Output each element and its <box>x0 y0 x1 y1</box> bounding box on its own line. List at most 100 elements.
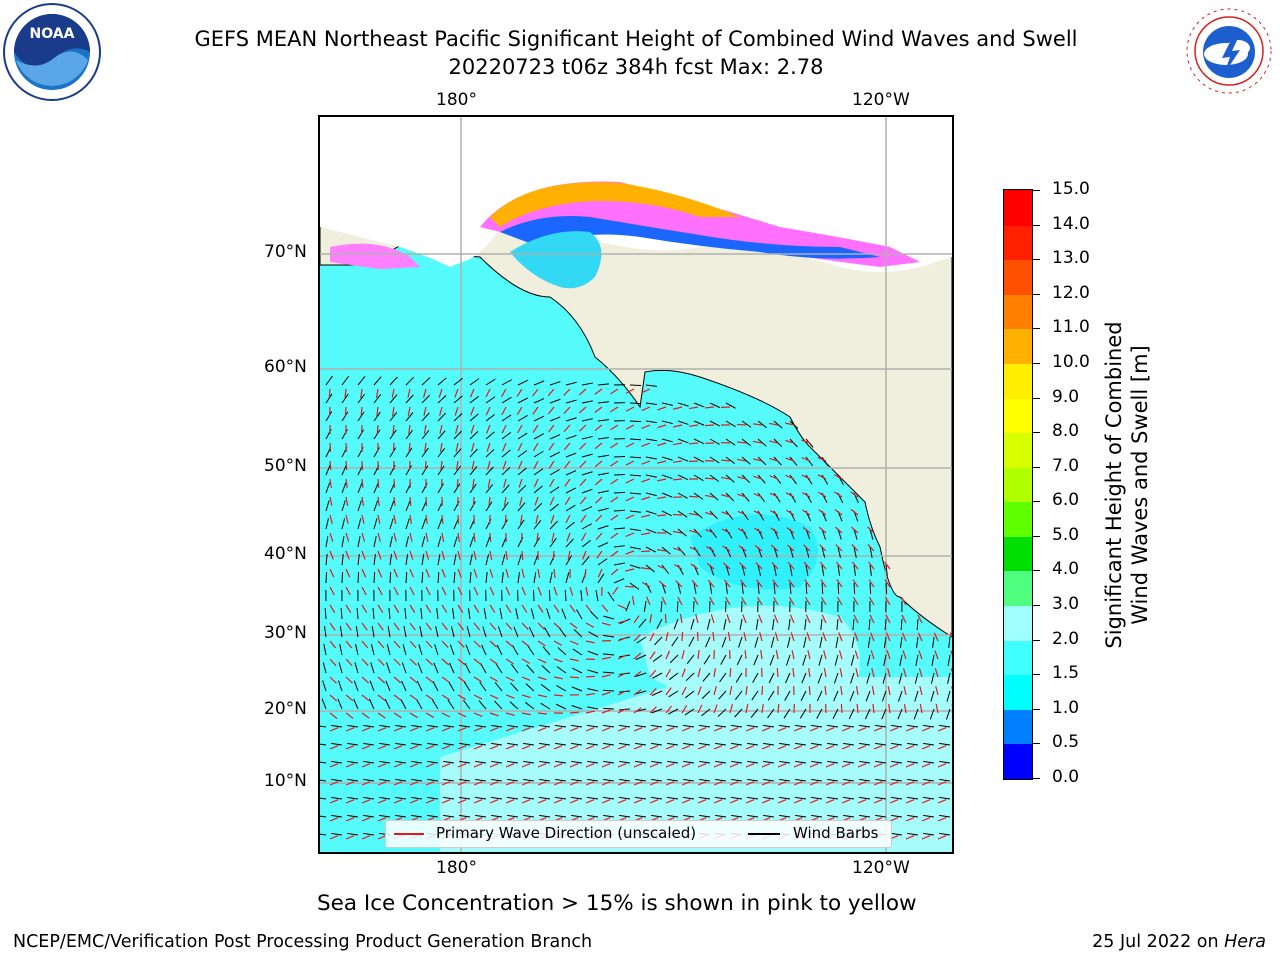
wind-barb <box>386 662 391 674</box>
wave-arrow <box>838 650 843 660</box>
wave-arrow <box>949 632 952 639</box>
wave-arrow <box>409 640 417 649</box>
wind-barb <box>533 537 540 548</box>
wind-barb <box>341 393 349 404</box>
wave-arrow <box>610 388 619 395</box>
wind-barb <box>757 438 767 447</box>
wave-arrow <box>377 727 387 732</box>
wave-arrow <box>585 727 595 732</box>
wave-arrow <box>569 604 576 613</box>
wave-arrow <box>377 676 386 684</box>
wave-arrow <box>649 688 657 696</box>
wind-barb <box>677 420 689 425</box>
wave-arrow <box>473 658 482 665</box>
wind-barb <box>645 438 657 442</box>
wind-barb <box>635 672 647 678</box>
wave-arrow <box>834 509 843 516</box>
wind-barb <box>939 778 951 782</box>
wind-barb <box>379 814 391 818</box>
top-lon-label-120w: 120°W <box>852 90 910 110</box>
wind-barb <box>339 626 343 638</box>
colorbar-tick-label: 11.0 <box>1052 317 1090 338</box>
wind-barb <box>668 672 679 681</box>
wind-barb <box>833 690 839 702</box>
wind-barb <box>763 742 775 746</box>
wind-barb <box>883 636 887 648</box>
wind-barb <box>437 571 440 584</box>
wind-barb <box>850 672 855 684</box>
wind-barb <box>721 636 727 648</box>
wave-arrow <box>345 712 354 719</box>
wind-barb <box>948 636 951 648</box>
wave-arrow <box>409 763 419 768</box>
wind-barb <box>843 796 855 800</box>
wind-barb <box>587 796 599 800</box>
wave-arrow <box>640 550 651 553</box>
wave-arrow <box>409 586 415 596</box>
wave-arrow <box>850 491 859 498</box>
colorbar-tick-label: 1.5 <box>1052 663 1080 684</box>
wind-barb <box>371 626 375 638</box>
wave-arrow <box>841 799 851 804</box>
wave-arrow <box>727 632 731 642</box>
wave-arrow <box>937 763 947 768</box>
wave-arrow <box>695 614 699 624</box>
wave-arrow <box>921 727 931 732</box>
wind-barb <box>427 778 439 782</box>
wind-barb <box>405 518 410 530</box>
wind-barb <box>923 796 935 800</box>
wind-barb <box>785 654 791 666</box>
wave-arrow <box>769 422 779 426</box>
wave-arrow <box>625 532 635 538</box>
wave-arrow <box>761 745 771 750</box>
wind-barb <box>767 708 775 719</box>
wind-barb <box>907 796 919 800</box>
wave-arrow <box>553 799 563 804</box>
wave-arrow <box>488 496 491 507</box>
wave-arrow <box>745 727 755 732</box>
wind-barb <box>511 663 519 674</box>
wave-arrow <box>408 442 411 453</box>
wind-barb <box>731 796 743 800</box>
wave-arrow <box>521 694 531 699</box>
wave-arrow <box>617 604 627 610</box>
wind-barb <box>341 554 344 566</box>
wave-arrow <box>713 799 723 804</box>
wind-barb <box>859 724 871 728</box>
wave-arrow <box>521 727 531 732</box>
wind-barb <box>421 447 429 458</box>
wave-arrow <box>409 550 414 560</box>
wave-arrow <box>361 586 367 596</box>
wind-barb <box>373 518 378 530</box>
colorbar-segment <box>1004 743 1032 779</box>
wind-barb <box>580 590 583 602</box>
wind-barb <box>463 699 471 710</box>
wave-arrow <box>757 596 763 606</box>
wave-arrow <box>649 706 657 714</box>
colorbar-segment <box>1004 397 1032 434</box>
wave-arrow <box>489 763 499 768</box>
wave-arrow <box>457 799 467 804</box>
wind-barb <box>386 644 391 656</box>
wind-barb <box>899 654 903 666</box>
wind-barb <box>677 474 689 481</box>
wind-barb <box>512 645 519 656</box>
wind-barb <box>671 636 679 647</box>
wave-arrow <box>631 596 635 606</box>
wind-barb <box>539 814 551 818</box>
wave-arrow <box>617 781 627 786</box>
wind-barb <box>597 490 609 494</box>
wind-barb <box>683 724 695 728</box>
wave-arrow <box>745 745 755 750</box>
wind-barb <box>507 724 519 728</box>
wave-arrow <box>641 406 651 412</box>
wind-barb <box>549 503 559 512</box>
wind-barb <box>754 636 759 648</box>
wind-barb <box>709 420 721 427</box>
wave-arrow <box>489 532 492 543</box>
wave-arrow <box>594 442 603 450</box>
wave-arrow <box>502 442 507 452</box>
chukchi-sea-area <box>510 231 602 289</box>
wave-arrow <box>585 675 596 678</box>
wind-barb <box>930 672 935 684</box>
